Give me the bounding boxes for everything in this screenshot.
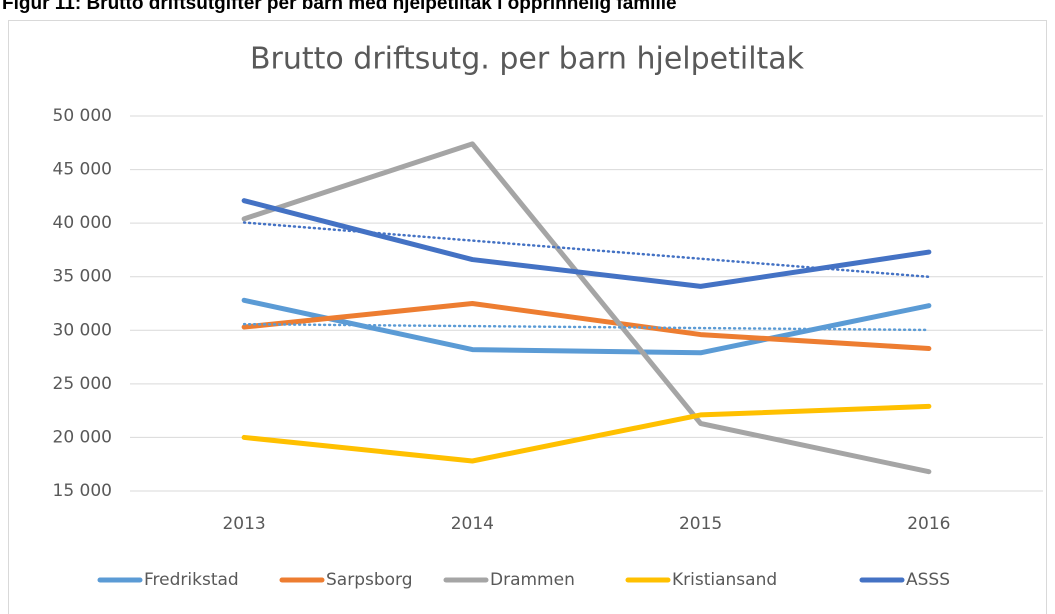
y-tick-label: 50 000 — [53, 106, 112, 126]
series-line — [241, 198, 932, 289]
x-tick-label: 2013 — [222, 514, 265, 534]
y-tick-label: 30 000 — [53, 320, 112, 340]
trend-line — [242, 322, 931, 332]
series-line — [241, 301, 932, 351]
y-tick-label: 45 000 — [53, 160, 112, 180]
legend-label: Kristiansand — [672, 570, 777, 590]
chart-frame — [8, 20, 1047, 614]
series-line — [241, 141, 932, 475]
y-tick-label: 40 000 — [53, 213, 112, 233]
x-tick-label: 2016 — [907, 514, 950, 534]
legend-label: ASSS — [906, 570, 950, 590]
trend-line — [242, 221, 931, 279]
x-tick-label: 2015 — [679, 514, 722, 534]
y-tick-label: 15 000 — [53, 481, 112, 501]
caption: Figur 11: Brutto driftsutgifter per barn… — [2, 0, 677, 14]
legend-label: Drammen — [490, 570, 575, 590]
legend-label: Sarpsborg — [326, 570, 413, 590]
chart-title: Brutto driftsutg. per barn hjelpetiltak — [250, 42, 805, 77]
y-tick-label: 20 000 — [53, 427, 112, 447]
legend-label: Fredrikstad — [144, 570, 239, 590]
series-line — [241, 403, 932, 464]
y-tick-label: 25 000 — [53, 374, 112, 394]
y-tick-label: 35 000 — [53, 267, 112, 287]
x-tick-label: 2014 — [451, 514, 494, 534]
